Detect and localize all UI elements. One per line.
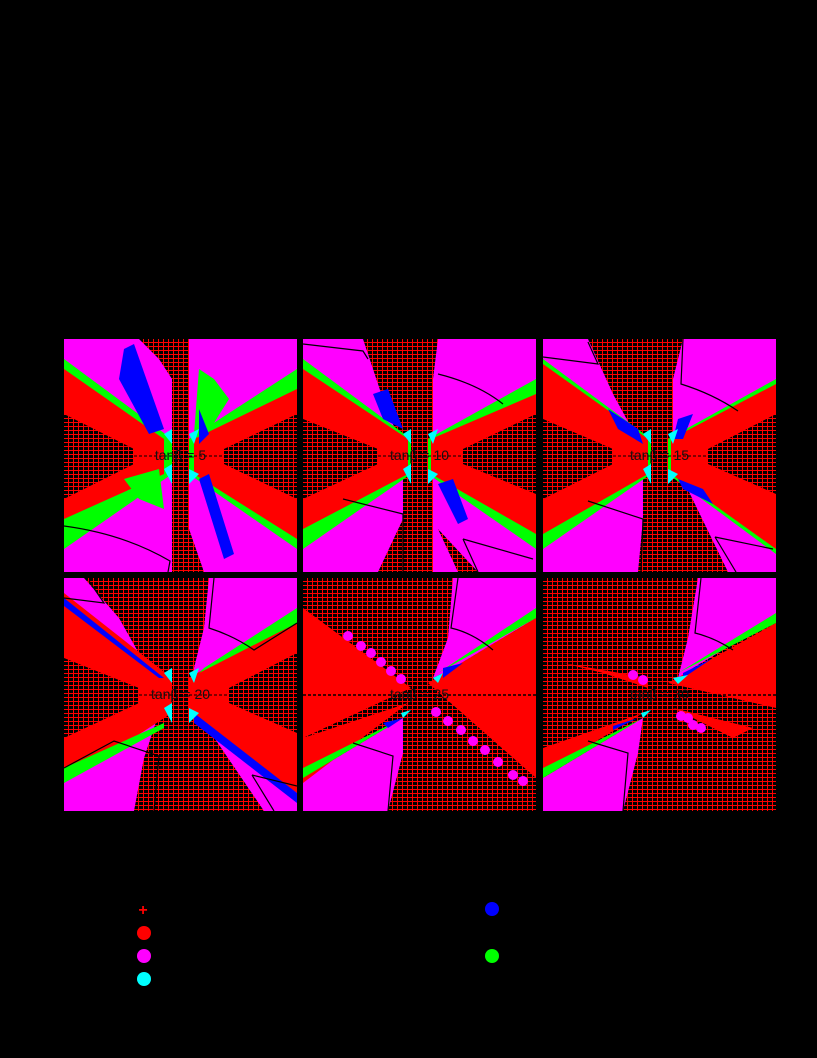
panel-plot xyxy=(64,339,297,572)
circle-marker-icon xyxy=(485,949,499,963)
circle-marker-icon xyxy=(137,972,151,986)
panel-tanbeta-5: tanβ = 5 xyxy=(64,339,297,572)
panel-tanbeta-25: tanβ = 25 xyxy=(303,578,536,811)
legend-item-cyan-circle xyxy=(137,972,151,986)
circle-marker-icon xyxy=(485,902,499,916)
panel-tanbeta-30: tanβ = 30 xyxy=(543,578,776,811)
circle-marker-icon xyxy=(137,949,151,963)
panel-plot xyxy=(303,578,536,811)
legend-item-green-circle xyxy=(485,949,499,963)
panel-tanbeta-10: tanβ = 10 xyxy=(303,339,536,572)
panel-tanbeta-15: tanβ = 15 xyxy=(543,339,776,572)
panel-plot xyxy=(543,339,776,572)
legend-item-blue-circle xyxy=(485,902,499,916)
panel-plot xyxy=(303,339,536,572)
panel-plot xyxy=(543,578,776,811)
legend-item-red-circle xyxy=(137,926,151,940)
circle-marker-icon xyxy=(137,926,151,940)
panel-plot xyxy=(64,578,297,811)
panel-tanbeta-20: tanβ = 20 xyxy=(64,578,297,811)
legend-item-magenta-circle xyxy=(137,949,151,963)
legend-item-red-plus: + xyxy=(136,902,150,919)
plus-marker-icon: + xyxy=(138,902,148,919)
